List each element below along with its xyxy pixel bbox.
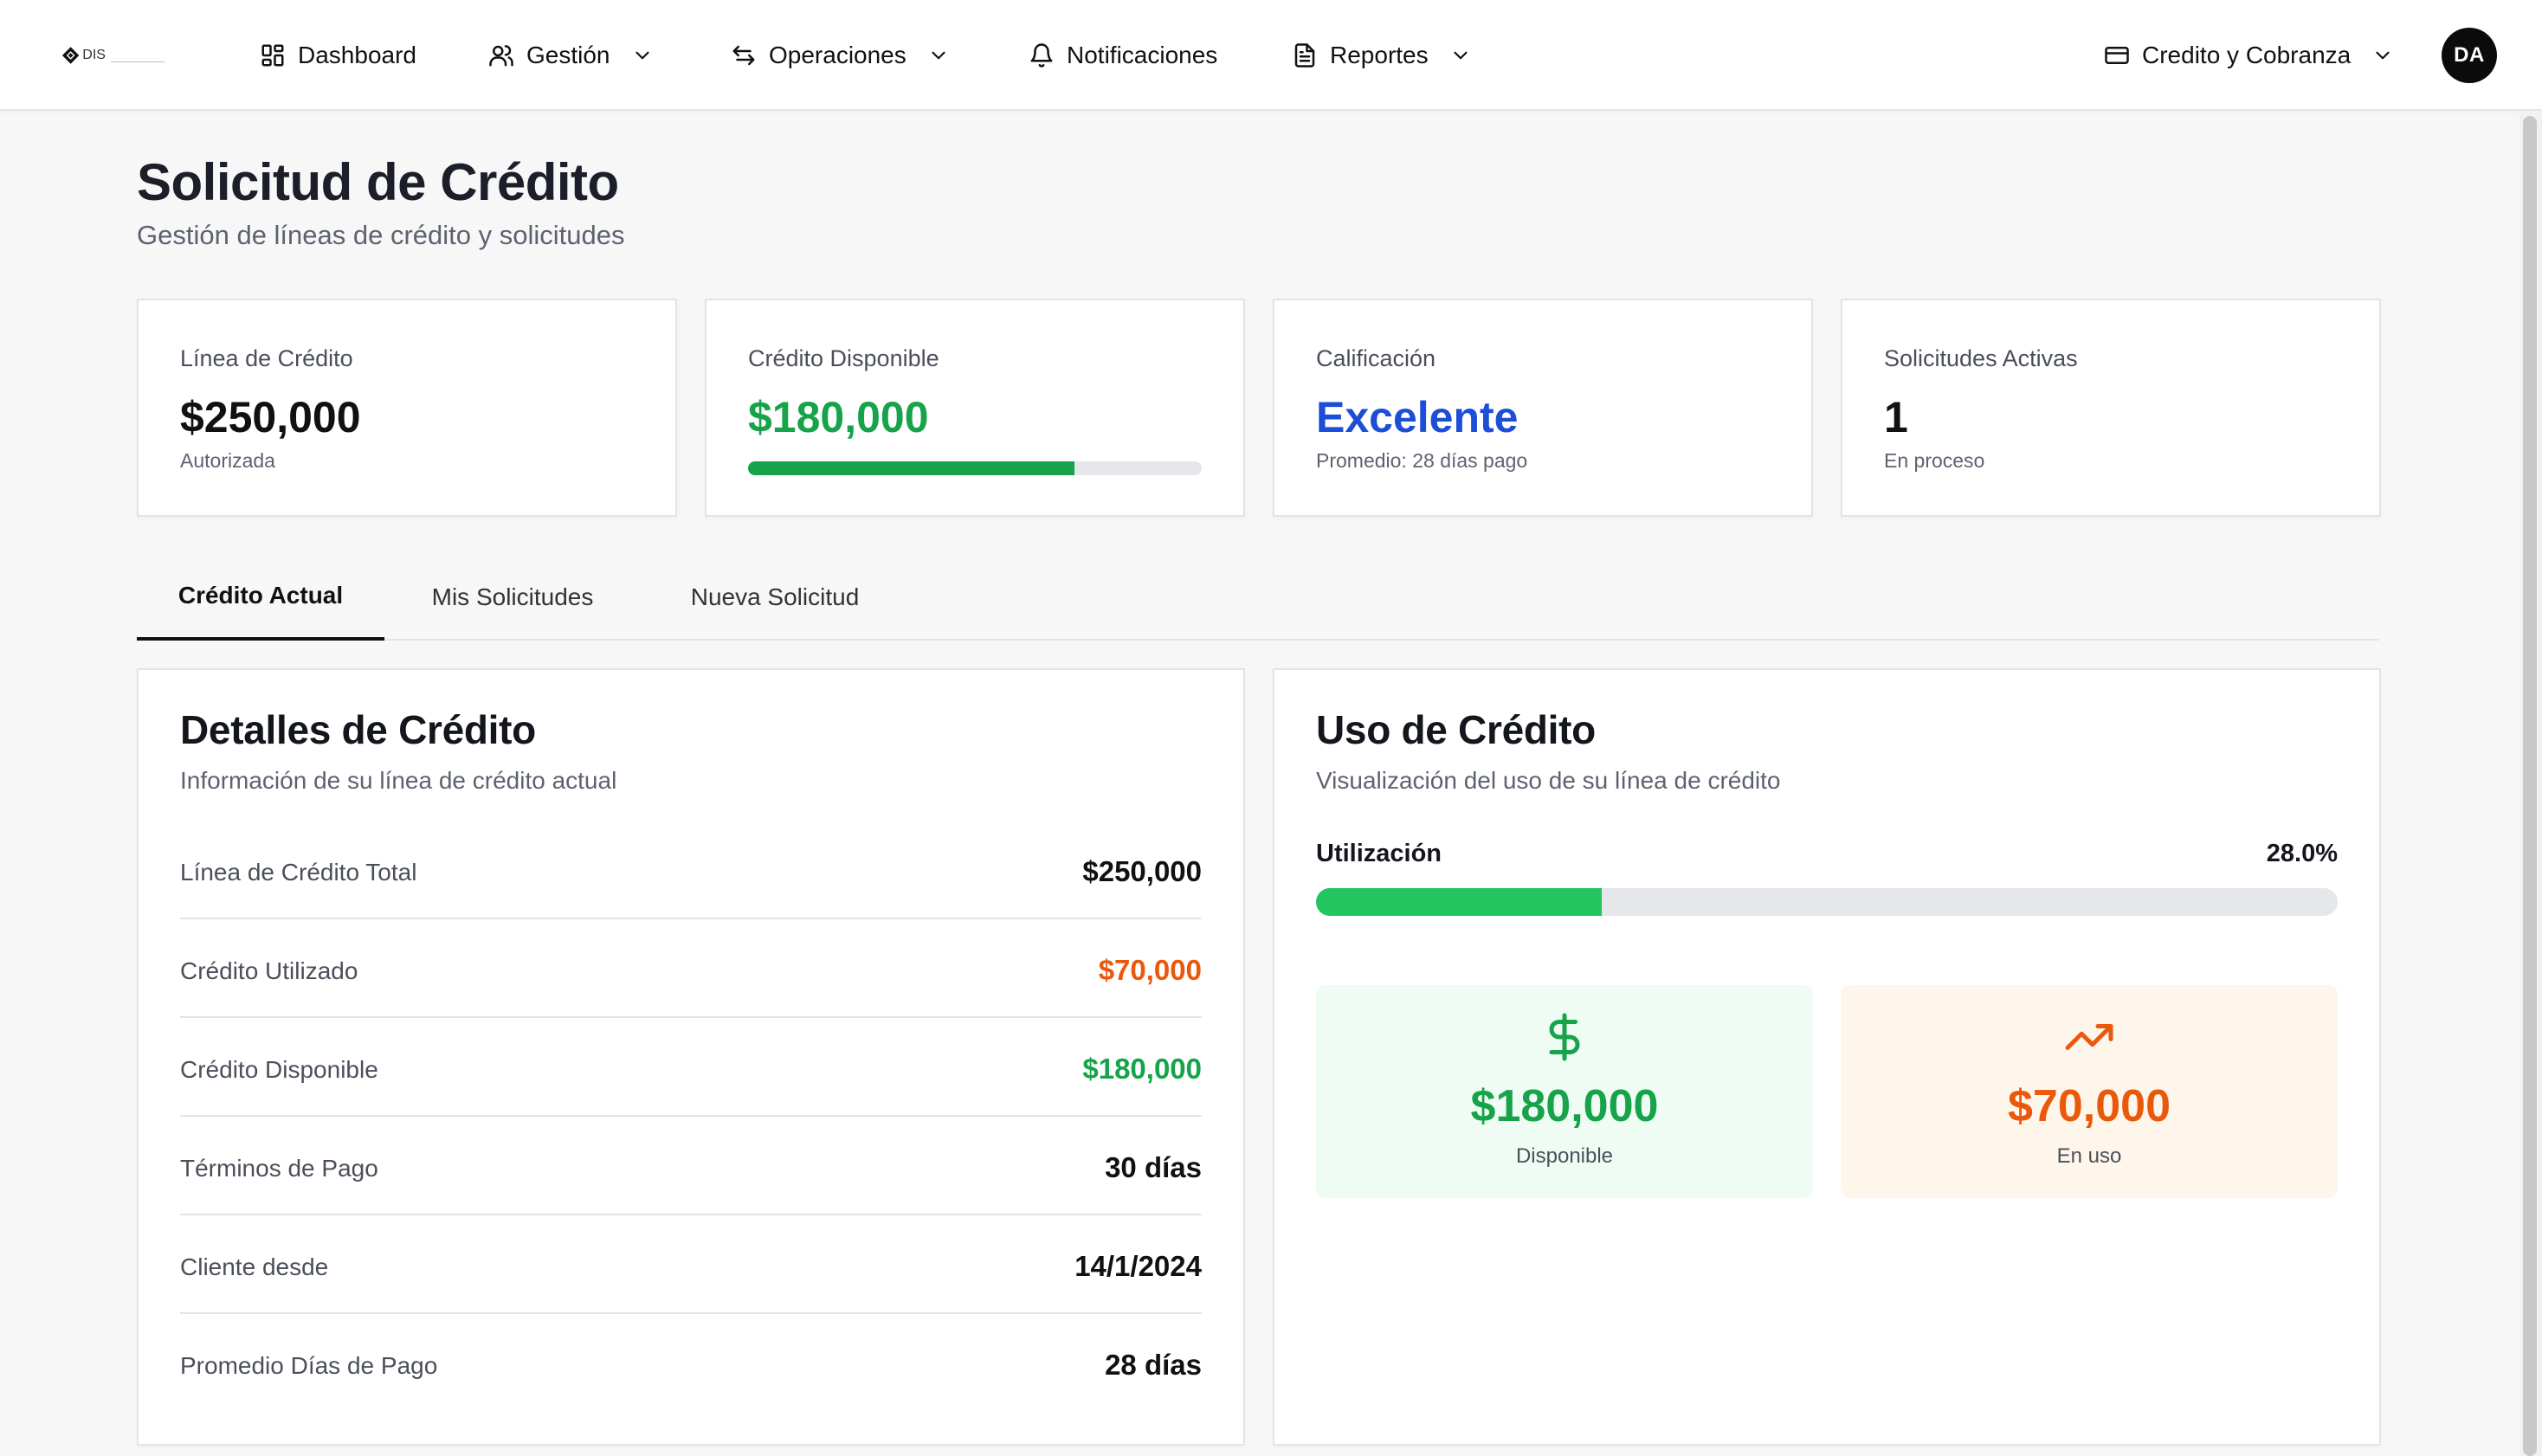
- company-selector-label: Credito y Cobranza: [2142, 42, 2352, 68]
- company-selector[interactable]: Credito y Cobranza: [2104, 31, 2394, 80]
- nav-notificaciones[interactable]: Notificaciones: [1029, 31, 1217, 80]
- logo-divider: [110, 61, 165, 62]
- utilization-label: Utilización: [1316, 840, 1442, 867]
- nav-reportes-label: Reportes: [1330, 42, 1429, 68]
- stat-value: $180,000: [748, 393, 929, 441]
- in-use-credit-label: En uso: [2056, 1144, 2122, 1168]
- nav-operaciones-label: Operaciones: [769, 42, 906, 68]
- stat-card-available-credit: Crédito Disponible $180,000: [705, 299, 1245, 517]
- stat-value: Excelente: [1316, 393, 1519, 441]
- user-avatar[interactable]: DA: [2442, 28, 2497, 83]
- panel-title: Detalles de Crédito: [180, 707, 536, 752]
- logo-diamond-icon: [61, 47, 80, 64]
- dollar-icon: [1549, 1013, 1580, 1061]
- top-navigation: DIS Dashboard Gestión Operaciones Notifi…: [0, 0, 2542, 111]
- logo-text: DIS: [82, 48, 106, 62]
- detail-row: Crédito Utilizado $70,000: [180, 919, 1202, 1018]
- detail-value: $70,000: [1098, 954, 1202, 986]
- credit-usage-panel: Uso de Crédito Visualización del uso de …: [1273, 668, 2381, 1446]
- stat-value: $250,000: [180, 393, 361, 441]
- tab-credito-actual[interactable]: Crédito Actual: [137, 554, 384, 641]
- detail-row: Cliente desde 14/1/2024: [180, 1215, 1202, 1314]
- detail-label: Crédito Utilizado: [180, 957, 358, 984]
- detail-row: Términos de Pago 30 días: [180, 1117, 1202, 1215]
- company-logo[interactable]: DIS: [61, 42, 165, 69]
- available-credit-label: Disponible: [1515, 1144, 1614, 1168]
- detail-label: Crédito Disponible: [180, 1056, 378, 1083]
- arrows-exchange-icon: [732, 45, 755, 66]
- credit-card-icon: [2105, 47, 2129, 64]
- nav-dashboard-label: Dashboard: [298, 42, 416, 68]
- stat-card-rating: Calificación Excelente Promedio: 28 días…: [1273, 299, 1813, 517]
- in-use-credit-card: $70,000 En uso: [1841, 985, 2338, 1198]
- available-credit-progress-fill: [748, 461, 1075, 475]
- stat-value: 1: [1884, 393, 1908, 441]
- in-use-credit-value: $70,000: [2008, 1081, 2171, 1131]
- stat-label: Solicitudes Activas: [1884, 345, 2078, 371]
- tab-bar: Crédito Actual Mis Solicitudes Nueva Sol…: [137, 554, 2379, 641]
- stat-card-credit-line: Línea de Crédito $250,000 Autorizada: [137, 299, 677, 517]
- page-subtitle: Gestión de líneas de crédito y solicitud…: [137, 220, 625, 250]
- available-credit-progress: [748, 461, 1202, 475]
- utilization-bar-fill: [1316, 888, 1603, 916]
- detail-label: Cliente desde: [180, 1253, 329, 1280]
- utilization-bar: [1316, 888, 2338, 916]
- trending-up-icon: [2065, 1024, 2113, 1050]
- stat-label: Crédito Disponible: [748, 345, 939, 371]
- stat-label: Línea de Crédito: [180, 345, 353, 371]
- stat-subtext: Autorizada: [180, 449, 275, 472]
- stat-card-active-requests: Solicitudes Activas 1 En proceso: [1841, 299, 2381, 517]
- tab-nueva-solicitud[interactable]: Nueva Solicitud: [690, 583, 860, 610]
- stat-subtext: Promedio: 28 días pago: [1316, 449, 1528, 472]
- chevron-down-icon: [2376, 51, 2390, 60]
- detail-value: 28 días: [1105, 1349, 1202, 1381]
- stat-label: Calificación: [1316, 345, 1436, 371]
- nav-gestion-label: Gestión: [526, 42, 610, 68]
- detail-value: $250,000: [1082, 855, 1202, 887]
- chevron-down-icon: [932, 51, 945, 60]
- detail-label: Términos de Pago: [180, 1155, 378, 1182]
- chevron-down-icon: [635, 51, 649, 60]
- panel-subtitle: Visualización del uso de su línea de cré…: [1316, 767, 1781, 794]
- nav-gestion[interactable]: Gestión: [488, 31, 654, 80]
- nav-reportes[interactable]: Reportes: [1292, 31, 1472, 80]
- available-credit-card: $180,000 Disponible: [1316, 985, 1813, 1198]
- file-text-icon: [1294, 43, 1315, 68]
- detail-row: Línea de Crédito Total $250,000: [180, 821, 1202, 919]
- stat-subtext: En proceso: [1884, 449, 1985, 472]
- users-icon: [489, 45, 513, 67]
- tab-mis-solicitudes[interactable]: Mis Solicitudes: [431, 583, 594, 610]
- credit-details-panel: Detalles de Crédito Información de su lí…: [137, 668, 1245, 1446]
- nav-notificaciones-label: Notificaciones: [1067, 42, 1218, 68]
- utilization-percentage: 28.0%: [2266, 840, 2338, 867]
- chevron-down-icon: [1454, 51, 1468, 60]
- available-credit-value: $180,000: [1470, 1081, 1659, 1131]
- detail-value: 14/1/2024: [1074, 1250, 1202, 1282]
- bell-icon: [1030, 43, 1053, 68]
- panel-subtitle: Información de su línea de crédito actua…: [180, 767, 617, 794]
- detail-row: Crédito Disponible $180,000: [180, 1018, 1202, 1117]
- detail-row: Promedio Días de Pago 28 días: [180, 1314, 1202, 1413]
- dashboard-grid-icon: [261, 44, 284, 67]
- detail-label: Promedio Días de Pago: [180, 1352, 438, 1379]
- detail-value: 30 días: [1105, 1151, 1202, 1183]
- nav-operaciones[interactable]: Operaciones: [731, 31, 950, 80]
- scrollbar-thumb[interactable]: [2523, 116, 2537, 1456]
- detail-label: Línea de Crédito Total: [180, 859, 417, 886]
- panel-title: Uso de Crédito: [1316, 707, 1596, 752]
- detail-value: $180,000: [1082, 1053, 1202, 1085]
- nav-dashboard[interactable]: Dashboard: [260, 31, 416, 80]
- page-title: Solicitud de Crédito: [137, 153, 619, 211]
